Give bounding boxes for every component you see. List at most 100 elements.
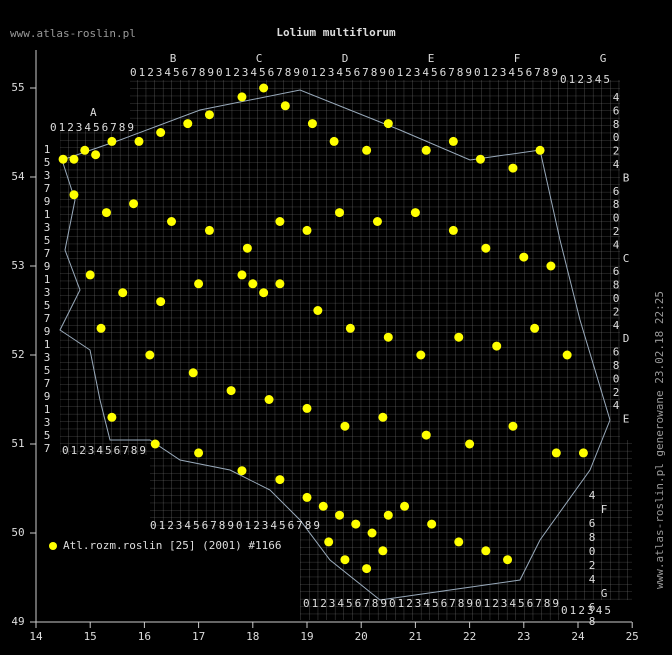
occurrence xyxy=(204,225,214,235)
occurrence xyxy=(194,448,204,458)
grid-number: 7 xyxy=(44,377,51,390)
occurrence xyxy=(156,128,166,137)
grid-number: B xyxy=(623,171,630,184)
grid-number: 1 xyxy=(44,208,51,221)
grid-number: 8 xyxy=(589,615,596,628)
grid-number: 5 xyxy=(44,429,51,442)
grid-number: 8 xyxy=(613,279,620,292)
grid-number: 5 xyxy=(44,299,51,312)
x-tick-label: 24 xyxy=(571,630,585,643)
occurrence xyxy=(275,217,285,226)
grid-number: 2 xyxy=(613,225,620,238)
grid-number: 9 xyxy=(44,195,51,208)
occurrence xyxy=(400,501,410,511)
grid-digits: 0123456789 xyxy=(388,66,472,79)
grid-number: 3 xyxy=(44,221,51,234)
grid-number: 1 xyxy=(44,338,51,351)
occurrence xyxy=(530,323,540,333)
occurrence xyxy=(340,421,350,431)
occurrence xyxy=(492,341,502,351)
occurrence xyxy=(378,546,388,556)
y-tick-label: 54 xyxy=(11,170,25,183)
occurrence xyxy=(226,386,236,396)
grid-letter: F xyxy=(514,52,521,65)
y-tick-label: 55 xyxy=(11,81,24,94)
occurrence xyxy=(183,119,193,129)
occurrence xyxy=(481,546,491,556)
occurrence xyxy=(91,150,101,160)
title: Lolium multiflorum xyxy=(276,26,396,39)
grid-number: G xyxy=(601,587,608,600)
grid-number: 5 xyxy=(44,364,51,377)
grid-digits: 0123456789 xyxy=(475,597,559,610)
occurrence xyxy=(134,136,144,146)
occurrence xyxy=(80,145,90,155)
occurrence xyxy=(362,145,372,155)
occurrence xyxy=(481,243,491,253)
grid-number: 6 xyxy=(613,185,620,198)
occurrence xyxy=(427,519,437,529)
occurrence xyxy=(58,154,68,164)
grid-number: 8 xyxy=(589,531,596,544)
occurrence xyxy=(167,217,176,226)
occurrence xyxy=(204,110,214,120)
occurrence xyxy=(535,145,545,155)
grid-letter: A xyxy=(90,106,97,119)
occurrence xyxy=(118,288,128,298)
occurrence xyxy=(448,225,458,235)
grid-number: 8 xyxy=(613,118,620,131)
occurrence xyxy=(519,252,529,262)
occurrence xyxy=(410,208,420,218)
x-tick-label: 14 xyxy=(29,630,43,643)
occurrence xyxy=(372,217,382,226)
occurrence xyxy=(362,564,372,574)
occurrence xyxy=(302,492,312,502)
grid-number: 4 xyxy=(589,573,596,586)
x-tick-label: 15 xyxy=(84,630,97,643)
grid-digits: 0123456789 xyxy=(130,66,214,79)
occurrence xyxy=(551,448,561,458)
occurrence xyxy=(150,439,160,449)
grid-number: 7 xyxy=(44,247,51,260)
grid-digits: 0123456789 xyxy=(62,444,146,457)
occurrence xyxy=(475,154,485,164)
grid-digits: 0123456789 xyxy=(389,597,473,610)
grid-number: 9 xyxy=(44,325,51,338)
occurrence xyxy=(85,270,95,280)
x-tick-label: 17 xyxy=(192,630,205,643)
occurrence xyxy=(351,519,361,529)
occurrence xyxy=(318,501,328,511)
grid-number: 9 xyxy=(44,260,51,273)
occurrence xyxy=(188,368,198,378)
y-tick-label: 50 xyxy=(11,526,24,539)
occurrence xyxy=(302,225,312,235)
occurrence xyxy=(454,537,464,547)
y-tick-label: 49 xyxy=(11,615,24,628)
occurrence xyxy=(264,395,274,404)
occurrence xyxy=(280,101,290,111)
occurrence xyxy=(275,475,285,485)
occurrence xyxy=(96,323,106,333)
grid-number: 1 xyxy=(44,273,51,286)
grid-number: E xyxy=(623,413,630,426)
occurrence xyxy=(69,154,79,164)
occurrence xyxy=(508,421,518,431)
grid-number: 6 xyxy=(613,265,620,278)
grid-letter: C xyxy=(256,52,263,65)
occurrence xyxy=(383,510,393,520)
generated-label: www.atlas-roslin.pl generowane 23.02.18 … xyxy=(653,291,666,589)
grid-number: 7 xyxy=(44,312,51,325)
grid-number: 7 xyxy=(44,182,51,195)
x-tick-label: 16 xyxy=(138,630,151,643)
occurrence xyxy=(237,270,247,280)
occurrence xyxy=(259,288,269,298)
occurrence xyxy=(383,332,393,342)
occurrence xyxy=(454,332,464,342)
grid-digits: 0123456789 xyxy=(303,597,387,610)
grid-number: 9 xyxy=(44,390,51,403)
grid-letter: G xyxy=(600,52,607,65)
occurrence xyxy=(378,412,388,422)
grid-number: 4 xyxy=(613,158,620,171)
occurrence xyxy=(313,306,323,315)
